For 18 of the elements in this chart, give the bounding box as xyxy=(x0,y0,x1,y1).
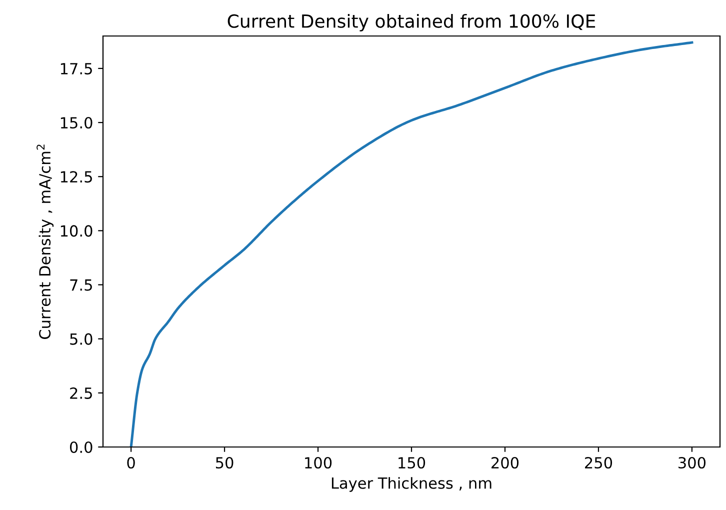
x-axis-title: Layer Thickness , nm xyxy=(332,477,492,492)
x-tick-label: 0 xyxy=(127,456,135,469)
y-axis-title: Current Density , mA/cm$^{2}$ xyxy=(36,144,54,339)
y-tick-label: 2.5 xyxy=(70,387,92,399)
y-tick-label: 10.0 xyxy=(60,225,92,237)
y-tick-label: 12.5 xyxy=(60,171,92,183)
x-tick-label: 200 xyxy=(492,456,519,469)
y-tick-label: 7.5 xyxy=(70,279,92,291)
x-tick-label: 250 xyxy=(585,456,612,469)
x-tick-label: 50 xyxy=(216,456,234,469)
x-tick-label: 150 xyxy=(398,456,426,469)
x-tick-label: 300 xyxy=(678,456,706,469)
x-tick-label: 100 xyxy=(305,456,332,469)
y-tick-label: 15.0 xyxy=(60,116,92,129)
y-tick-label: 0.0 xyxy=(70,441,92,454)
chart-title: Current Density obtained from 100% IQE xyxy=(228,14,596,32)
y-tick-label: 17.5 xyxy=(60,63,92,74)
y-tick-label: 5.0 xyxy=(70,333,92,345)
